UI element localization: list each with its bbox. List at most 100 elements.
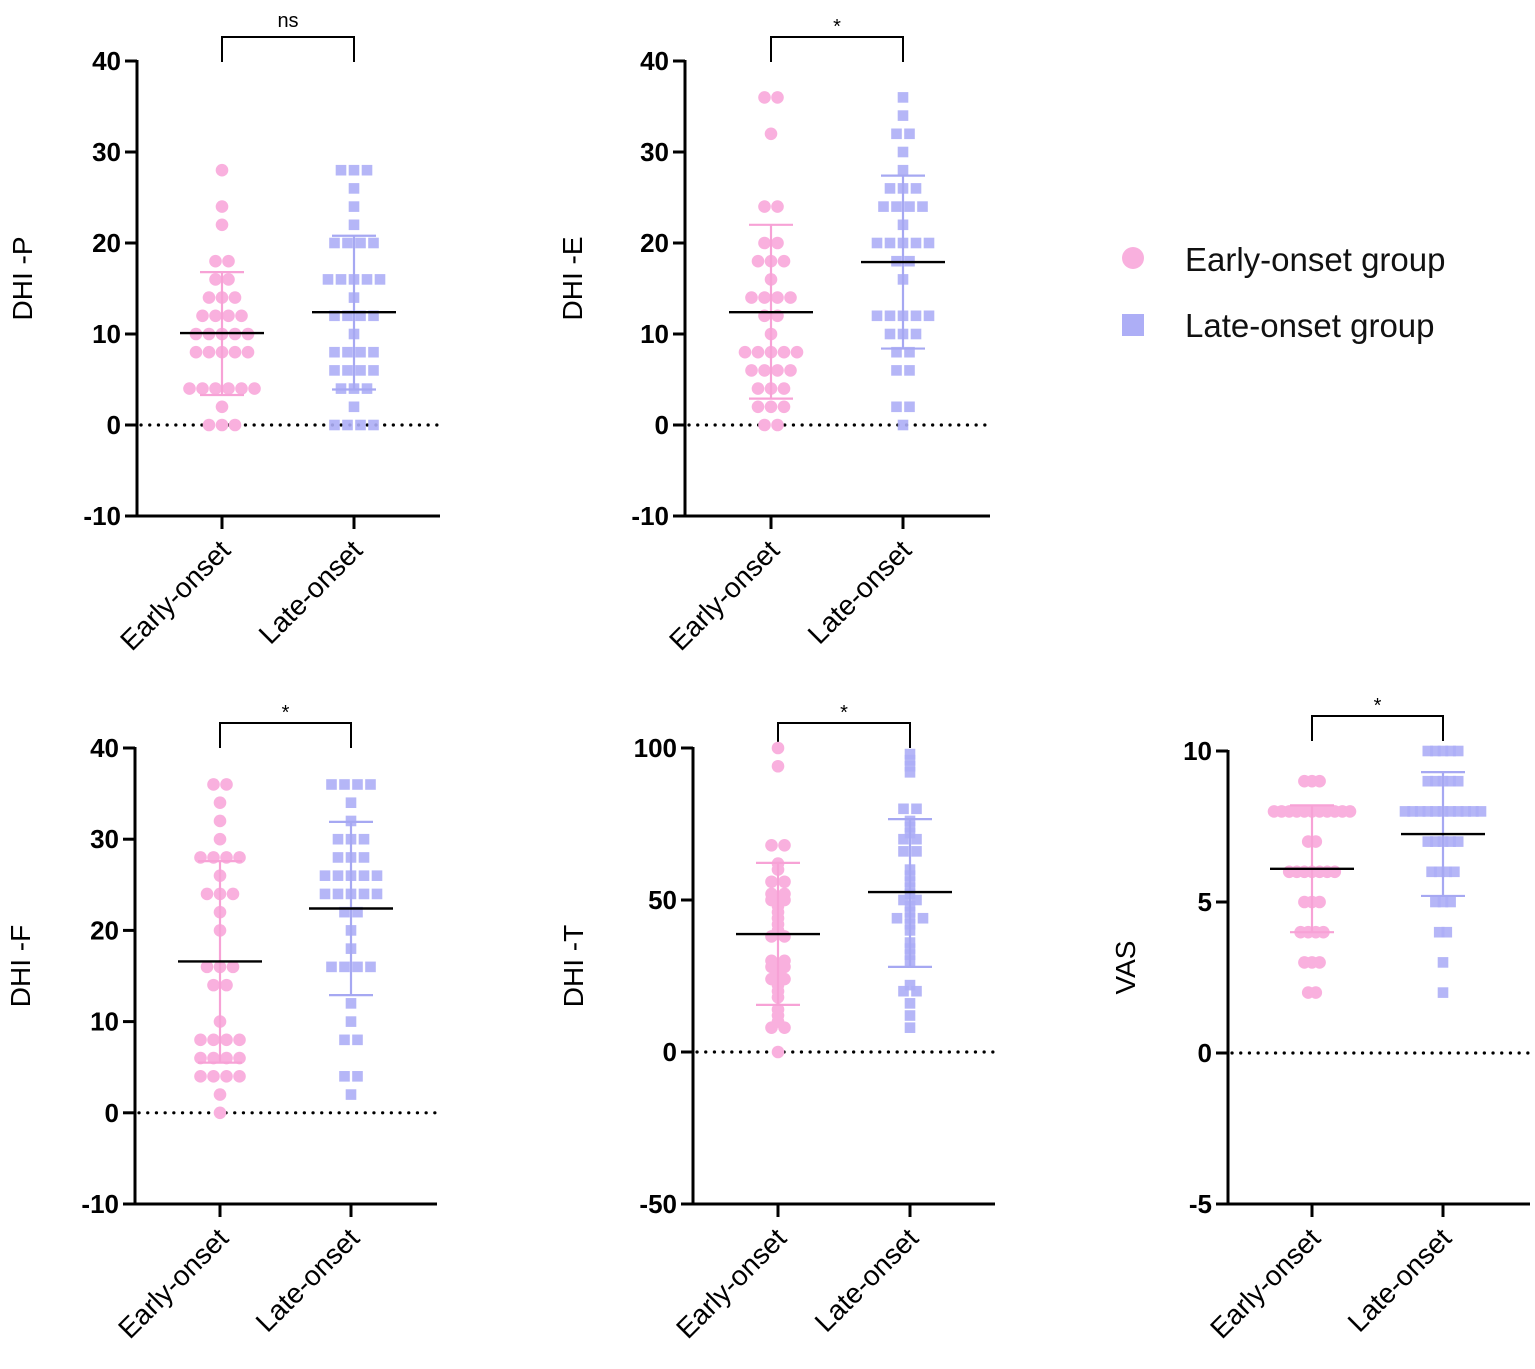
x-tick-label: Early-onset: [114, 534, 236, 656]
data-point-square: [329, 365, 340, 376]
legend: Early-onset group Late-onset group: [1122, 241, 1445, 344]
y-tick-label: 10: [92, 319, 121, 349]
y-tick-label: 30: [92, 137, 121, 167]
data-point-square: [1452, 775, 1464, 787]
data-point-circle: [778, 838, 791, 852]
data-point-circle: [215, 400, 229, 414]
data-point-square: [897, 419, 909, 431]
significance-label: ns: [277, 10, 298, 32]
data-point-circle: [248, 382, 261, 395]
data-point-square: [1430, 836, 1441, 847]
data-point-square: [911, 985, 922, 997]
data-point-square: [1445, 896, 1456, 908]
x-tick-label: Early-onset: [1204, 1222, 1326, 1344]
data-point-circle: [215, 418, 229, 432]
data-point-circle: [213, 814, 227, 828]
data-point-circle: [207, 1051, 220, 1065]
data-point-square: [898, 846, 909, 857]
data-point-square: [326, 961, 337, 973]
data-point-circle: [228, 418, 242, 432]
data-point-circle: [784, 291, 797, 304]
data-point-square: [368, 346, 379, 358]
data-point-square: [1422, 806, 1434, 817]
data-point-square: [897, 146, 909, 158]
data-point-square: [332, 888, 344, 900]
y-tick-label: 50: [648, 885, 677, 915]
data-point-circle: [1313, 895, 1326, 909]
y-tick-label: 10: [1183, 736, 1212, 766]
data-point-circle: [213, 1088, 227, 1101]
series-late-onset: [861, 92, 945, 431]
data-point-square: [910, 310, 922, 322]
data-point-square: [1452, 745, 1464, 757]
data-point-square: [1452, 806, 1464, 817]
data-point-square: [355, 346, 366, 358]
data-point-circle: [771, 1045, 785, 1059]
data-point-square: [1437, 957, 1449, 968]
y-tick-label: 40: [640, 46, 669, 76]
data-point-circle: [200, 960, 214, 974]
data-point-square: [368, 419, 379, 431]
data-point-circle: [222, 382, 235, 395]
data-point-circle: [771, 200, 784, 213]
data-point-square: [1475, 806, 1487, 817]
data-point-square: [904, 979, 916, 991]
data-point-circle: [194, 1051, 207, 1065]
data-point-circle: [765, 838, 778, 852]
data-point-square: [878, 201, 889, 212]
data-point-square: [348, 183, 360, 194]
data-point-circle: [189, 345, 203, 359]
x-tick-label: Early-onset: [663, 534, 785, 656]
data-point-square: [352, 961, 363, 973]
data-point-square: [1460, 806, 1472, 817]
data-point-square: [1414, 806, 1426, 817]
data-point-circle: [209, 273, 222, 286]
y-tick-label: 0: [107, 410, 121, 440]
x-tick-label: Late-onset: [253, 534, 369, 650]
y-axis-label: DHI -T: [558, 925, 589, 1007]
data-point-circle: [777, 345, 791, 359]
data-point-square: [1437, 745, 1449, 757]
data-point-circle: [790, 345, 804, 359]
y-tick-label: 20: [90, 915, 119, 945]
data-point-square: [329, 419, 340, 431]
data-point-circle: [765, 1021, 778, 1034]
data-point-circle: [202, 345, 216, 359]
data-point-circle: [751, 382, 765, 395]
data-point-circle: [235, 309, 248, 323]
data-point-square: [923, 310, 935, 322]
data-point-square: [898, 894, 909, 906]
data-point-circle: [1343, 805, 1357, 818]
data-point-square: [319, 888, 331, 900]
data-point-circle: [222, 254, 235, 268]
data-point-square: [319, 870, 331, 881]
data-point-circle: [745, 291, 758, 304]
data-point-circle: [228, 345, 242, 359]
data-point-circle: [194, 1070, 207, 1083]
data-point-square: [361, 274, 373, 285]
data-point-circle: [196, 382, 209, 395]
data-point-circle: [209, 309, 222, 323]
data-point-square: [339, 906, 350, 918]
data-point-square: [365, 961, 376, 973]
data-point-square: [339, 1034, 350, 1046]
data-point-square: [910, 328, 922, 340]
data-point-circle: [241, 345, 255, 359]
data-point-square: [342, 419, 353, 431]
data-point-circle: [751, 254, 765, 268]
data-point-square: [911, 803, 922, 815]
data-point-square: [1452, 836, 1464, 847]
y-axis-label: DHI -E: [557, 237, 588, 321]
data-point-square: [897, 110, 909, 121]
data-point-circle: [207, 1033, 220, 1047]
x-tick-label: Early-onset: [670, 1222, 792, 1344]
data-point-circle: [771, 291, 784, 304]
data-point-circle: [213, 832, 227, 846]
data-point-circle: [758, 200, 771, 213]
data-point-square: [904, 767, 916, 778]
data-point-square: [898, 833, 909, 845]
data-point-circle: [228, 291, 242, 304]
data-point-circle: [1313, 774, 1326, 788]
series-early-onset: [729, 91, 813, 432]
data-point-square: [1430, 775, 1441, 787]
